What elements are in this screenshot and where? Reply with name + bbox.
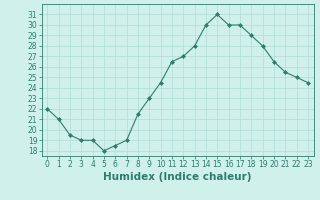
X-axis label: Humidex (Indice chaleur): Humidex (Indice chaleur) <box>103 172 252 182</box>
